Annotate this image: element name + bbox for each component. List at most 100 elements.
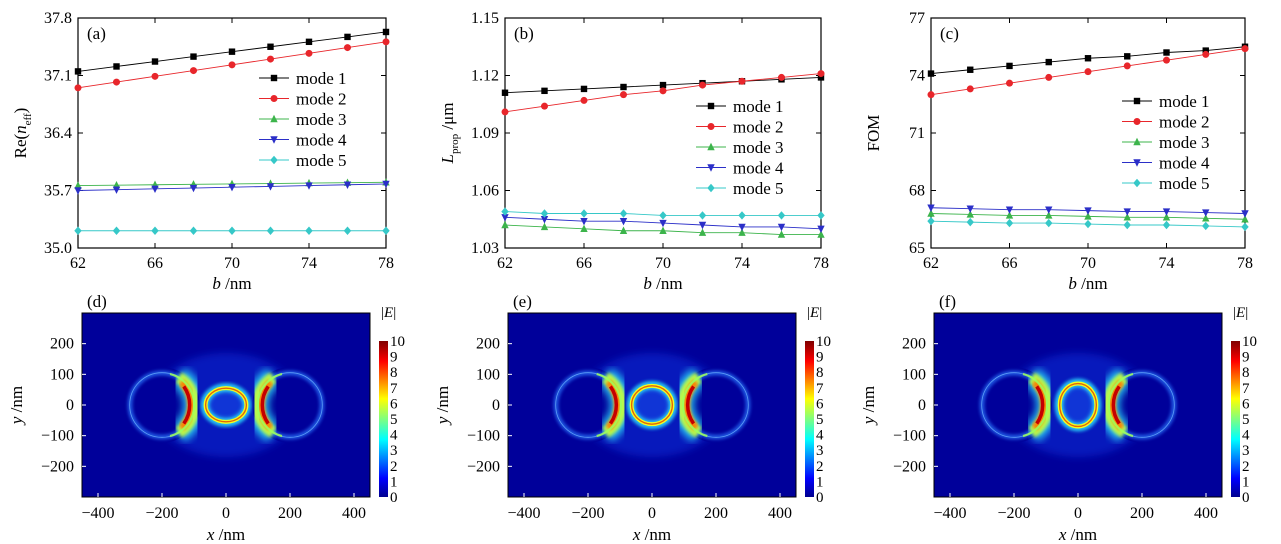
data-point [1006, 79, 1013, 87]
data-point [1005, 211, 1014, 219]
data-point [927, 216, 935, 226]
colorbar-label: |E| [1233, 305, 1248, 321]
crescent-tip [1022, 372, 1049, 438]
y-axis-label: y /nm [433, 386, 452, 426]
colorbar-tick-label: 9 [1242, 350, 1250, 366]
data-point [74, 226, 82, 235]
label-part: Re( [11, 133, 30, 158]
series-mode-3 [927, 209, 1249, 223]
data-point [151, 58, 159, 65]
label-symbol: E [383, 305, 393, 321]
colorbar [1231, 341, 1240, 497]
data-point [1133, 118, 1141, 125]
data-point [228, 61, 236, 69]
series-mode-2 [927, 45, 1249, 99]
legend-label: mode 3 [296, 110, 347, 129]
label-symbol: n [11, 125, 30, 134]
x-tick-label: 0 [222, 505, 230, 522]
x-tick-label: 400 [768, 505, 792, 522]
legend-label: mode 3 [733, 138, 784, 157]
data-point [501, 214, 509, 222]
data-point [620, 83, 627, 91]
data-point [343, 181, 352, 189]
data-point [778, 73, 785, 81]
colorbar-tick-label: 2 [1242, 459, 1250, 475]
colorbar-tick-label: 8 [1242, 365, 1250, 381]
colorbar-tick-label: 0 [390, 490, 398, 506]
label-symbol: y [859, 416, 878, 426]
legend-label: mode 1 [296, 69, 347, 88]
data-point [966, 205, 974, 213]
colorbar [805, 341, 814, 497]
x-tick-label: 70 [224, 255, 240, 272]
data-point [659, 87, 667, 95]
x-tick-label: −200 [997, 505, 1030, 522]
data-point [1084, 219, 1092, 229]
data-point [1162, 208, 1171, 216]
y-tick-label: −100 [467, 428, 500, 445]
x-tick-label: 74 [734, 255, 750, 272]
label-symbol: L [438, 154, 457, 164]
legend-label: mode 5 [733, 179, 784, 198]
crescent-core [260, 385, 270, 425]
data-point [344, 44, 351, 52]
label-part: | [393, 305, 396, 321]
data-point [305, 226, 313, 235]
y-label-text: FOM [864, 115, 883, 152]
data-point [270, 74, 278, 82]
label-symbol: x [206, 525, 215, 544]
data-point [540, 209, 549, 218]
x-tick-label: 78 [1237, 255, 1253, 272]
colorbar-tick-label: 8 [816, 365, 824, 381]
data-point [270, 95, 278, 102]
colorbar-tick-label: 10 [816, 334, 831, 350]
data-point [659, 226, 667, 234]
x-tick-label: 200 [278, 505, 302, 522]
data-point [699, 81, 706, 89]
data-point [1202, 47, 1209, 54]
x-axis-label: b /nm [1068, 274, 1107, 293]
panel-label: (d) [87, 292, 107, 311]
data-point [190, 53, 197, 60]
x-tick-label: 74 [301, 255, 317, 272]
label-part: /nm [214, 525, 245, 544]
y-label-text: Lprop /μm [438, 103, 461, 165]
data-point [113, 78, 120, 86]
data-point [270, 114, 278, 123]
data-point [817, 230, 825, 238]
colorbar-tick-label: 4 [1242, 428, 1250, 444]
label-part: /nm [1077, 274, 1108, 293]
label-symbol: y [7, 416, 26, 426]
data-point [817, 70, 825, 78]
data-point [305, 182, 313, 190]
y-tick-label: 68 [909, 183, 925, 200]
data-point [707, 142, 715, 151]
data-point [698, 211, 707, 220]
center-interior [1063, 387, 1093, 423]
y-axis-label: y /nm [859, 386, 878, 426]
colorbar-tick-label: 3 [816, 443, 824, 459]
data-point [619, 226, 628, 234]
field-image [508, 313, 796, 497]
colorbar-tick-label: 7 [390, 381, 398, 397]
colorbar-tick-label: 6 [816, 396, 824, 412]
panel-label: (c) [940, 24, 959, 43]
data-point [1133, 159, 1141, 167]
legend-label: mode 4 [1159, 154, 1210, 173]
data-point [738, 223, 746, 232]
x-tick-label: 66 [147, 255, 163, 272]
panel-label: (e) [513, 292, 532, 311]
data-point [1202, 50, 1210, 58]
y-tick-label: 37.8 [44, 10, 72, 27]
x-tick-label: −400 [933, 505, 966, 522]
y-tick-label: 1.06 [471, 183, 499, 200]
data-point [1084, 68, 1092, 76]
panel-label: (b) [514, 24, 534, 43]
data-point [580, 209, 588, 218]
legend-label: mode 4 [296, 131, 347, 150]
data-point [151, 226, 159, 235]
crescent-core [685, 385, 696, 425]
